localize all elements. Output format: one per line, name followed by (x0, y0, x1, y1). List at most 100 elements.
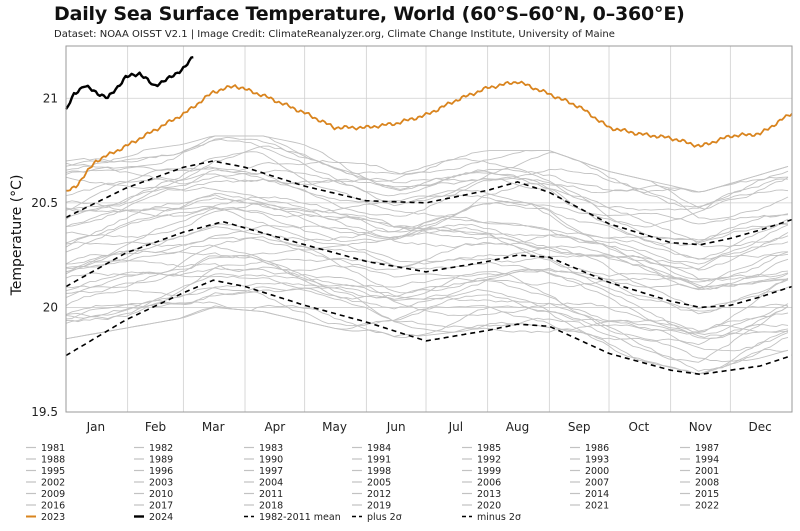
series-line-2018 (65, 135, 789, 228)
x-tick-label: Nov (689, 420, 712, 434)
legend-item: 1988 (26, 455, 65, 466)
series-line-1994 (65, 248, 789, 335)
legend-label: 2012 (367, 489, 391, 500)
legend-label: 1992 (477, 455, 501, 466)
series-line-2004 (65, 207, 789, 290)
legend-item: 2019 (352, 501, 391, 512)
legend-label: 2001 (695, 466, 719, 477)
legend-item: 2016 (26, 501, 65, 512)
legend-label: 2022 (695, 501, 719, 512)
series-line-1991 (65, 259, 789, 333)
series-line-1981 (65, 304, 789, 375)
legend-label: 2011 (259, 489, 283, 500)
legend-item: 2007 (570, 478, 609, 489)
legend-item: 1981 (26, 443, 65, 454)
series-line-2010 (65, 182, 789, 241)
plot-frame (65, 45, 793, 413)
x-tick-label: Mar (202, 420, 225, 434)
series-line-1984 (65, 288, 789, 375)
legend-label: 2007 (585, 478, 609, 489)
x-tick-label: Feb (145, 420, 166, 434)
legend-item: 2017 (134, 501, 173, 512)
legend-label: 2018 (259, 501, 283, 512)
legend-item: 2003 (134, 478, 173, 489)
legend-label: 2000 (585, 466, 609, 477)
legend-label: 2019 (367, 501, 391, 512)
legend-item: 2009 (26, 489, 65, 500)
x-tick-label: Jan (86, 420, 106, 434)
legend-item: 2010 (134, 489, 173, 500)
legend-label: 1985 (477, 443, 501, 454)
legend-item: 2002 (26, 478, 65, 489)
series-line-1982-2011-mean (65, 220, 793, 309)
legend-label: 2016 (41, 501, 65, 512)
legend-label: 2024 (149, 512, 173, 523)
legend-item: 2024 (134, 512, 173, 523)
legend-label: 2014 (585, 489, 609, 500)
x-tick-label: Sep (568, 420, 591, 434)
x-tick-label: May (322, 420, 347, 434)
y-tick-label: 20.5 (31, 196, 58, 210)
legend-label: 2013 (477, 489, 501, 500)
legend-item: 1997 (244, 466, 283, 477)
legend-label: 2006 (477, 478, 501, 489)
series-line-2013 (65, 177, 789, 248)
legend-item: 1982-2011 mean (244, 512, 341, 523)
y-tick-label: 19.5 (31, 405, 58, 419)
series-line-2001 (65, 206, 789, 283)
series-line-1996 (65, 237, 789, 312)
series-line-1986 (65, 286, 789, 372)
series-line-1999 (65, 225, 789, 310)
legend-item: 1995 (26, 466, 65, 477)
y-tick-label: 20 (43, 300, 58, 314)
series-line-1998 (65, 245, 789, 291)
x-tick-label: Aug (506, 420, 529, 434)
series-line-2006 (65, 202, 789, 270)
legend-label: 1982 (149, 443, 173, 454)
series-line-2016 (65, 168, 789, 220)
series-line-2009 (65, 197, 789, 239)
chart-title: Daily Sea Surface Temperature, World (60… (54, 3, 685, 25)
legend-label: 2015 (695, 489, 719, 500)
legend-label: 1997 (259, 466, 283, 477)
legend-label: plus 2σ (367, 512, 402, 523)
y-axis-label: Temperature (°C) (9, 175, 25, 297)
legend-label: minus 2σ (477, 512, 521, 523)
legend-item: plus 2σ (352, 512, 402, 523)
legend-item: 1982 (134, 443, 173, 454)
legend-label: 1999 (477, 466, 501, 477)
legend-item: 2008 (680, 478, 719, 489)
legend-item: 1992 (462, 455, 501, 466)
series-line-2008 (65, 192, 789, 260)
series-line-1987 (65, 287, 789, 333)
series-line-2021 (65, 135, 789, 194)
legend-item: 1987 (680, 443, 719, 454)
legend-item: 2015 (680, 489, 719, 500)
x-tick-label: Dec (749, 420, 772, 434)
legend-label: 2023 (41, 512, 65, 523)
legend-label: 1988 (41, 455, 65, 466)
legend-label: 2017 (149, 501, 173, 512)
legend-label: 1998 (367, 466, 391, 477)
legend-item: 1998 (352, 466, 391, 477)
series-line-2017 (65, 152, 789, 208)
legend-item: 2014 (570, 489, 609, 500)
legend-item: 2012 (352, 489, 391, 500)
highlight-years-layer (65, 56, 793, 192)
legend-item: 2011 (244, 489, 283, 500)
series-line-2012 (65, 151, 789, 243)
legend-item: 2000 (570, 466, 609, 477)
legend-item: 2023 (26, 512, 65, 523)
x-tick-label: Oct (628, 420, 649, 434)
legend-label: 1996 (149, 466, 173, 477)
series-line-2005 (65, 194, 789, 282)
climatology-lines-layer (65, 160, 793, 376)
legend-label: 2004 (259, 478, 283, 489)
legend-item: 2021 (570, 501, 609, 512)
legend-item: 1986 (570, 443, 609, 454)
legend-item: 2004 (244, 478, 283, 489)
series-line-1997 (65, 236, 789, 294)
series-line-2011 (65, 167, 789, 260)
